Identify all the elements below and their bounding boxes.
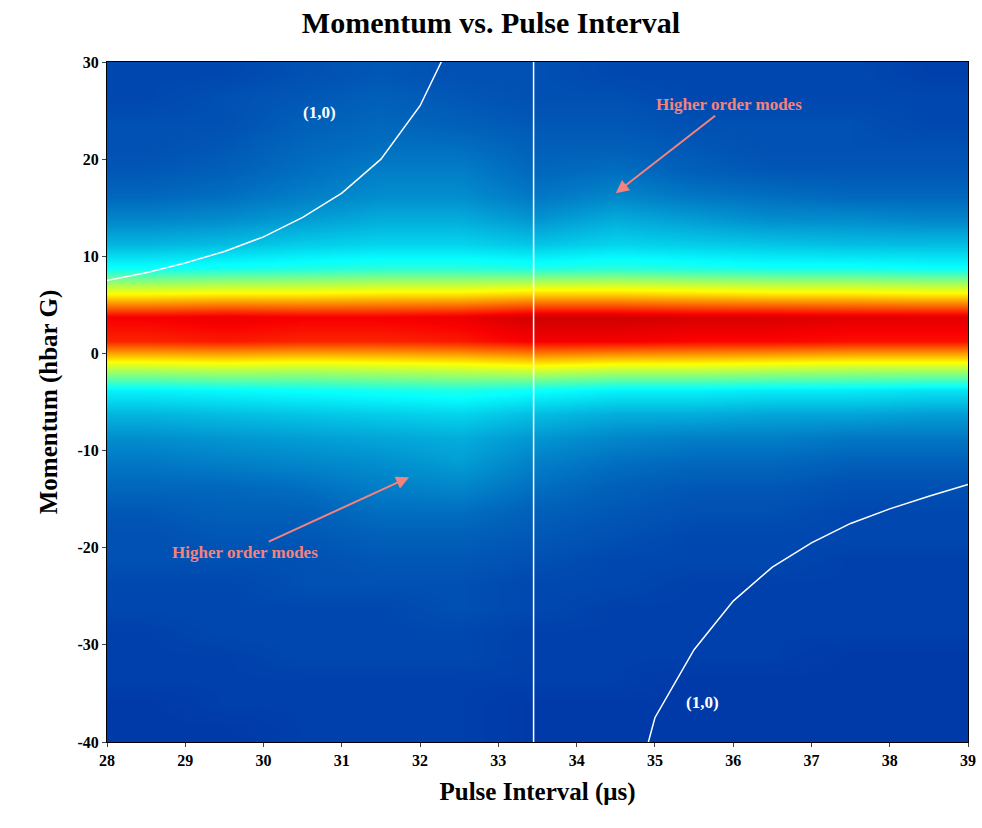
svg-text:(1,0): (1,0) [686, 693, 719, 712]
svg-text:Momentum vs. Pulse Interval: Momentum vs. Pulse Interval [302, 6, 680, 39]
svg-text:39: 39 [960, 752, 976, 769]
svg-text:10: 10 [83, 248, 99, 265]
svg-text:20: 20 [83, 151, 99, 168]
svg-text:Higher order modes: Higher order modes [656, 95, 802, 114]
svg-text:34: 34 [569, 752, 585, 769]
svg-text:31: 31 [334, 752, 350, 769]
svg-text:0: 0 [91, 345, 99, 362]
svg-text:35: 35 [647, 752, 663, 769]
svg-text:32: 32 [412, 752, 428, 769]
svg-text:Momentum (hbar G): Momentum (hbar G) [35, 290, 63, 515]
svg-text:38: 38 [882, 752, 898, 769]
svg-text:30: 30 [256, 752, 272, 769]
svg-text:-20: -20 [77, 539, 98, 556]
svg-text:29: 29 [177, 752, 193, 769]
svg-text:30: 30 [83, 54, 99, 71]
svg-text:28: 28 [99, 752, 115, 769]
svg-text:33: 33 [490, 752, 506, 769]
svg-text:Higher order modes: Higher order modes [172, 543, 318, 562]
svg-text:Pulse Interval (μs): Pulse Interval (μs) [439, 778, 635, 806]
svg-text:-30: -30 [77, 636, 98, 653]
svg-text:37: 37 [803, 752, 819, 769]
svg-text:36: 36 [725, 752, 741, 769]
svg-text:-40: -40 [77, 734, 98, 751]
svg-text:-10: -10 [77, 442, 98, 459]
svg-text:(1,0): (1,0) [303, 103, 336, 122]
